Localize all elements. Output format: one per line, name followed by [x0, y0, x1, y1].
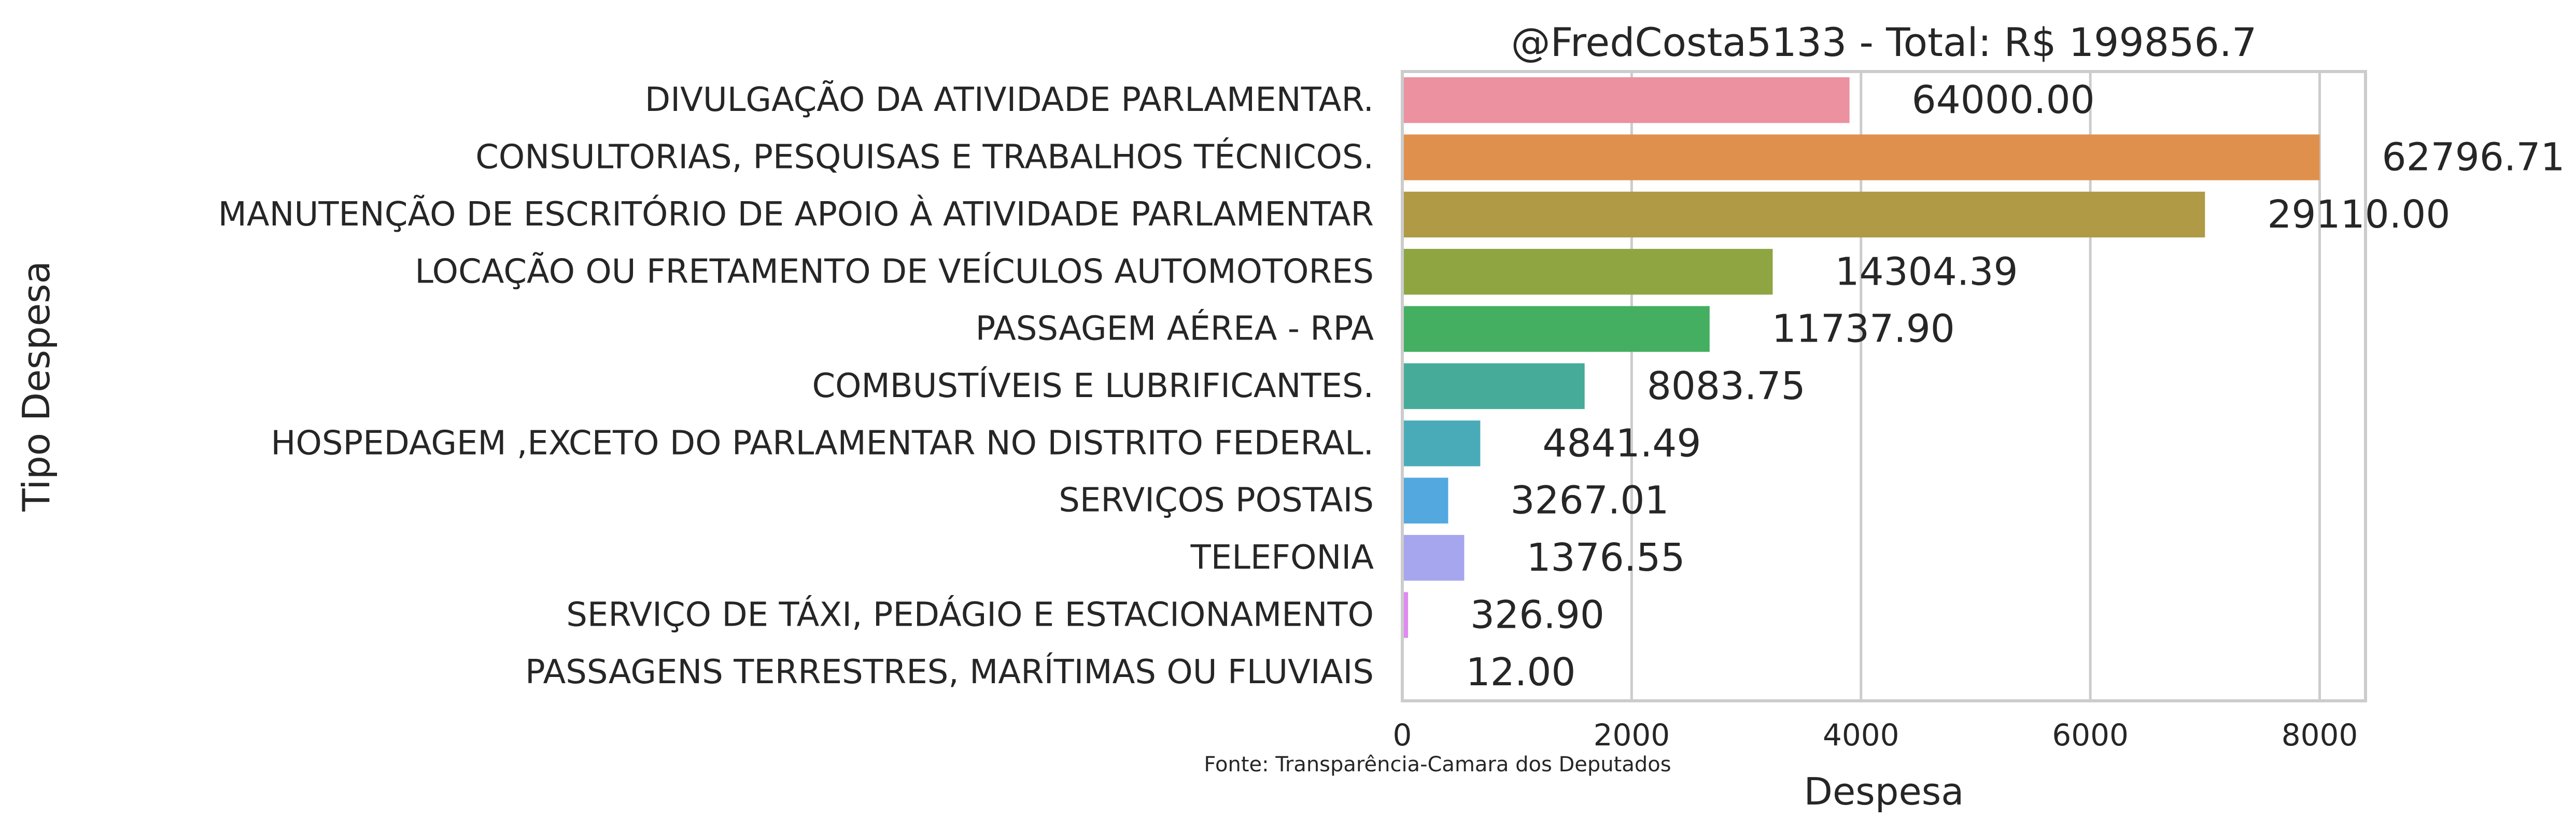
value-labels: 64000.00 62796.71 29110.00 14304.39 11737.90… [1466, 78, 2565, 695]
value-label: 8083.75 [1647, 364, 1806, 408]
category-label: SERVIÇO DE TÁXI, PEDÁGIO E ESTACIONAMENT… [566, 595, 1374, 634]
bar [1402, 592, 1409, 638]
bar [1402, 134, 2320, 180]
x-tick-label: 6000 [2052, 717, 2129, 753]
bar [1402, 534, 1465, 581]
bar [1402, 249, 1773, 295]
bar [1402, 306, 1710, 352]
bars [1402, 77, 2320, 695]
bar [1402, 477, 1448, 524]
value-label: 4841.49 [1542, 421, 1701, 465]
category-label: DIVULGAÇÃO DA ATIVIDADE PARLAMENTAR. [645, 80, 1374, 119]
value-label: 12.00 [1466, 650, 1576, 695]
bar [1402, 77, 1850, 123]
category-label: SERVIÇOS POSTAIS [1059, 482, 1374, 520]
category-label: LOCAÇÃO OU FRETAMENTO DE VEÍCULOS AUTOMO… [415, 251, 1374, 291]
value-label: 326.90 [1470, 592, 1604, 637]
value-label: 3267.01 [1510, 478, 1669, 523]
value-label: 14304.39 [1835, 249, 2018, 294]
value-label: 1376.55 [1526, 535, 1685, 580]
plot-frame [1401, 70, 2367, 702]
x-tick-label: 2000 [1594, 717, 1670, 753]
category-label: MANUTENÇÃO DE ESCRITÓRIO DE APOIO À ATIV… [218, 194, 1374, 234]
category-label: PASSAGEM AÉREA - RPA [976, 309, 1374, 348]
category-label: HOSPEDAGEM ,EXCETO DO PARLAMENTAR NO DIS… [271, 424, 1374, 462]
value-label: 62796.71 [2382, 135, 2565, 180]
category-label: TELEFONIA [1190, 539, 1374, 577]
bar [1402, 420, 1481, 467]
x-tick-label: 8000 [2282, 717, 2358, 753]
y-axis-title: Tipo Despesa [15, 261, 58, 512]
chart-title: @FredCosta5133 - Total: R$ 199856.7 [1511, 19, 2257, 65]
category-label: PASSAGENS TERRESTRES, MARÍTIMAS OU FLUVI… [525, 652, 1374, 691]
category-label: CONSULTORIAS, PESQUISAS E TRABALHOS TÉCN… [475, 137, 1374, 177]
value-label: 64000.00 [1912, 78, 2095, 122]
x-tick-label: 0 [1393, 717, 1412, 753]
value-label: 29110.00 [2267, 192, 2450, 237]
bar [1402, 363, 1585, 410]
category-labels: DIVULGAÇÃO DA ATIVIDADE PARLAMENTAR. CONS… [218, 80, 1374, 691]
category-label: COMBUSTÍVEIS E LUBRIFICANTES. [812, 366, 1374, 405]
value-label: 11737.90 [1772, 307, 1955, 351]
x-axis-title: Despesa [1804, 770, 1964, 813]
bar [1402, 191, 2205, 238]
x-tick-label: 4000 [1823, 717, 1899, 753]
source-note: Fonte: Transparência-Camara dos Deputado… [1204, 753, 1671, 776]
x-tick-labels: 0 2000 4000 6000 8000 [1393, 717, 2358, 753]
